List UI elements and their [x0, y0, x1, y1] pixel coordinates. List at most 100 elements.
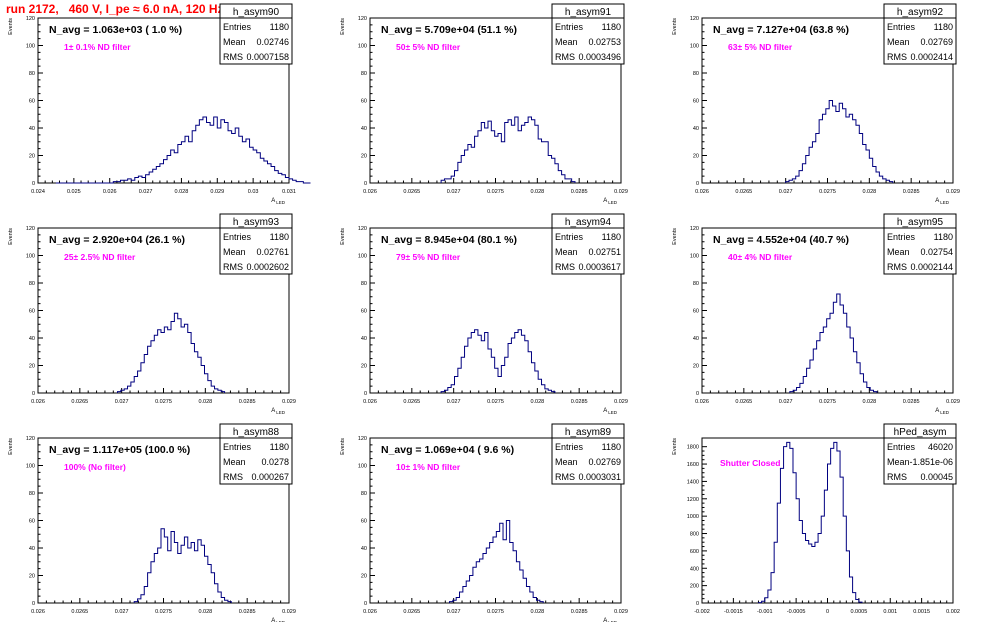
- stats-title: hPed_asym: [894, 427, 947, 438]
- stats-key: Mean: [887, 247, 910, 257]
- stats-key: Mean: [555, 37, 578, 47]
- stats-value: -1.851e-06: [909, 457, 953, 467]
- filter-annotation: 79± 5% ND filter: [396, 252, 461, 262]
- y-tick-label: 120: [26, 436, 35, 442]
- y-tick-label: 100: [690, 44, 699, 50]
- histogram-panel-h_asym91: 0.026 0.0265 0.027 0.0275 0.028 0.0285 0.029 0 2…: [340, 3, 628, 205]
- y-tick-label: 1200: [687, 497, 699, 503]
- stats-value: 1180: [934, 232, 953, 242]
- stats-key: Mean: [555, 457, 578, 467]
- y-tick-label: 100: [690, 254, 699, 260]
- x-axis-label: ALED: [935, 408, 950, 415]
- n-avg-label: N_avg = 1.117e+05 (100.0 %): [49, 444, 190, 456]
- y-tick-label: 80: [693, 71, 699, 77]
- stats-value: 46020: [928, 442, 953, 452]
- y-tick-label: 40: [693, 336, 699, 342]
- x-axis-label: ALED: [603, 408, 618, 415]
- x-tick-label: 0.026: [31, 609, 45, 615]
- y-tick-label: 0: [32, 181, 35, 187]
- x-tick-label: 0.028: [198, 609, 212, 615]
- stats-value: 0.02746: [256, 37, 289, 47]
- y-tick-label: 120: [690, 16, 699, 22]
- histogram-series-h_asym94: [440, 329, 556, 393]
- x-tick-label: 0.0285: [571, 609, 588, 615]
- x-tick-label: 0.028: [530, 609, 544, 615]
- x-tick-label: 0.0285: [239, 399, 256, 405]
- stats-key: Mean: [223, 37, 246, 47]
- stats-key: RMS: [887, 262, 907, 272]
- stats-key: Entries: [887, 442, 916, 452]
- stats-key: Mean: [555, 247, 578, 257]
- stats-key: Mean: [223, 457, 246, 467]
- histogram-panel-h_asym89: 0.026 0.0265 0.027 0.0275 0.028 0.0285 0.029 0 2…: [340, 423, 628, 622]
- stats-value: 0.02761: [256, 247, 289, 257]
- filter-annotation: 63± 5% ND filter: [728, 42, 793, 52]
- y-tick-label: 0: [696, 391, 699, 397]
- stats-value: 0.000267: [251, 472, 289, 482]
- stats-key: Mean: [223, 247, 246, 257]
- x-tick-label: 0.029: [614, 189, 628, 195]
- n-avg-label: N_avg = 1.063e+03 ( 1.0 %): [49, 24, 182, 36]
- y-tick-label: 800: [690, 532, 699, 538]
- x-tick-label: 0.0265: [71, 399, 88, 405]
- x-tick-label: 0.026: [363, 189, 377, 195]
- x-tick-label: 0.0265: [735, 399, 752, 405]
- stats-value: 1180: [270, 232, 289, 242]
- y-tick-label: 20: [29, 364, 35, 370]
- stats-value: 1180: [934, 22, 953, 32]
- y-tick-label: 100: [358, 254, 367, 260]
- y-tick-label: 60: [361, 309, 367, 315]
- stats-value: 0.02769: [920, 37, 953, 47]
- y-tick-label: 40: [29, 546, 35, 552]
- y-tick-label: 120: [358, 436, 367, 442]
- histogram-series-h_asym88: [133, 528, 232, 603]
- stats-title: h_asym94: [565, 217, 612, 228]
- y-tick-label: 20: [693, 154, 699, 160]
- stats-title: h_asym91: [565, 7, 612, 18]
- stats-key: RMS: [555, 472, 575, 482]
- x-tick-label: 0.029: [210, 189, 224, 195]
- x-tick-label: -0.0015: [724, 609, 743, 615]
- y-tick-label: 1000: [687, 514, 699, 520]
- n-avg-label: N_avg = 1.069e+04 ( 9.6 %): [381, 444, 514, 456]
- y-tick-label: 20: [29, 154, 35, 160]
- y-tick-label: 20: [361, 574, 367, 580]
- x-tick-label: 0.002: [946, 609, 960, 615]
- filter-annotation: 100% (No filter): [64, 462, 126, 472]
- x-axis-label: ALED: [935, 198, 950, 205]
- y-tick-label: 40: [29, 126, 35, 132]
- x-tick-label: 0.0015: [913, 609, 930, 615]
- stats-box: [883, 423, 957, 485]
- x-tick-label: 0.025: [67, 189, 81, 195]
- x-tick-label: 0.028: [198, 399, 212, 405]
- x-tick-label: 0.0275: [819, 189, 836, 195]
- x-tick-label: 0.027: [779, 189, 793, 195]
- histogram-panel-hPed_asym: -0.002 -0.0015 -0.001 -0.0005 0 0.0005 0.001 0.…: [672, 423, 960, 615]
- stats-value: 1180: [270, 22, 289, 32]
- histogram-series-h_asym89: [448, 520, 544, 603]
- x-tick-label: 0.028: [530, 399, 544, 405]
- y-tick-label: 100: [26, 44, 35, 50]
- stats-title: h_asym89: [565, 427, 612, 438]
- y-tick-label: 20: [361, 364, 367, 370]
- stats-key: Mean: [887, 37, 910, 47]
- x-tick-label: 0.029: [614, 609, 628, 615]
- x-tick-label: 0.029: [946, 399, 960, 405]
- y-tick-label: 100: [358, 44, 367, 50]
- histogram-series-h_asym91: [440, 116, 576, 183]
- y-tick-label: 0: [32, 391, 35, 397]
- x-tick-label: -0.001: [757, 609, 773, 615]
- y-axis-label: Events: [8, 18, 14, 35]
- x-tick-label: 0.0275: [487, 399, 504, 405]
- x-tick-label: 0.0265: [735, 189, 752, 195]
- histogram-panel-h_asym90: 0.024 0.025 0.026 0.027 0.028 0.029 0.03 0.031 0…: [8, 3, 311, 205]
- histogram-panel-h_asym88: 0.026 0.0265 0.027 0.0275 0.028 0.0285 0.029 0 2…: [8, 423, 296, 622]
- y-tick-label: 200: [690, 584, 699, 590]
- x-tick-label: 0.0005: [850, 609, 867, 615]
- x-tick-label: 0.026: [363, 399, 377, 405]
- y-tick-label: 40: [361, 126, 367, 132]
- y-axis-label: Events: [672, 438, 678, 455]
- stats-box: [883, 213, 957, 275]
- y-tick-label: 120: [26, 226, 35, 232]
- y-axis-label: Events: [8, 438, 14, 455]
